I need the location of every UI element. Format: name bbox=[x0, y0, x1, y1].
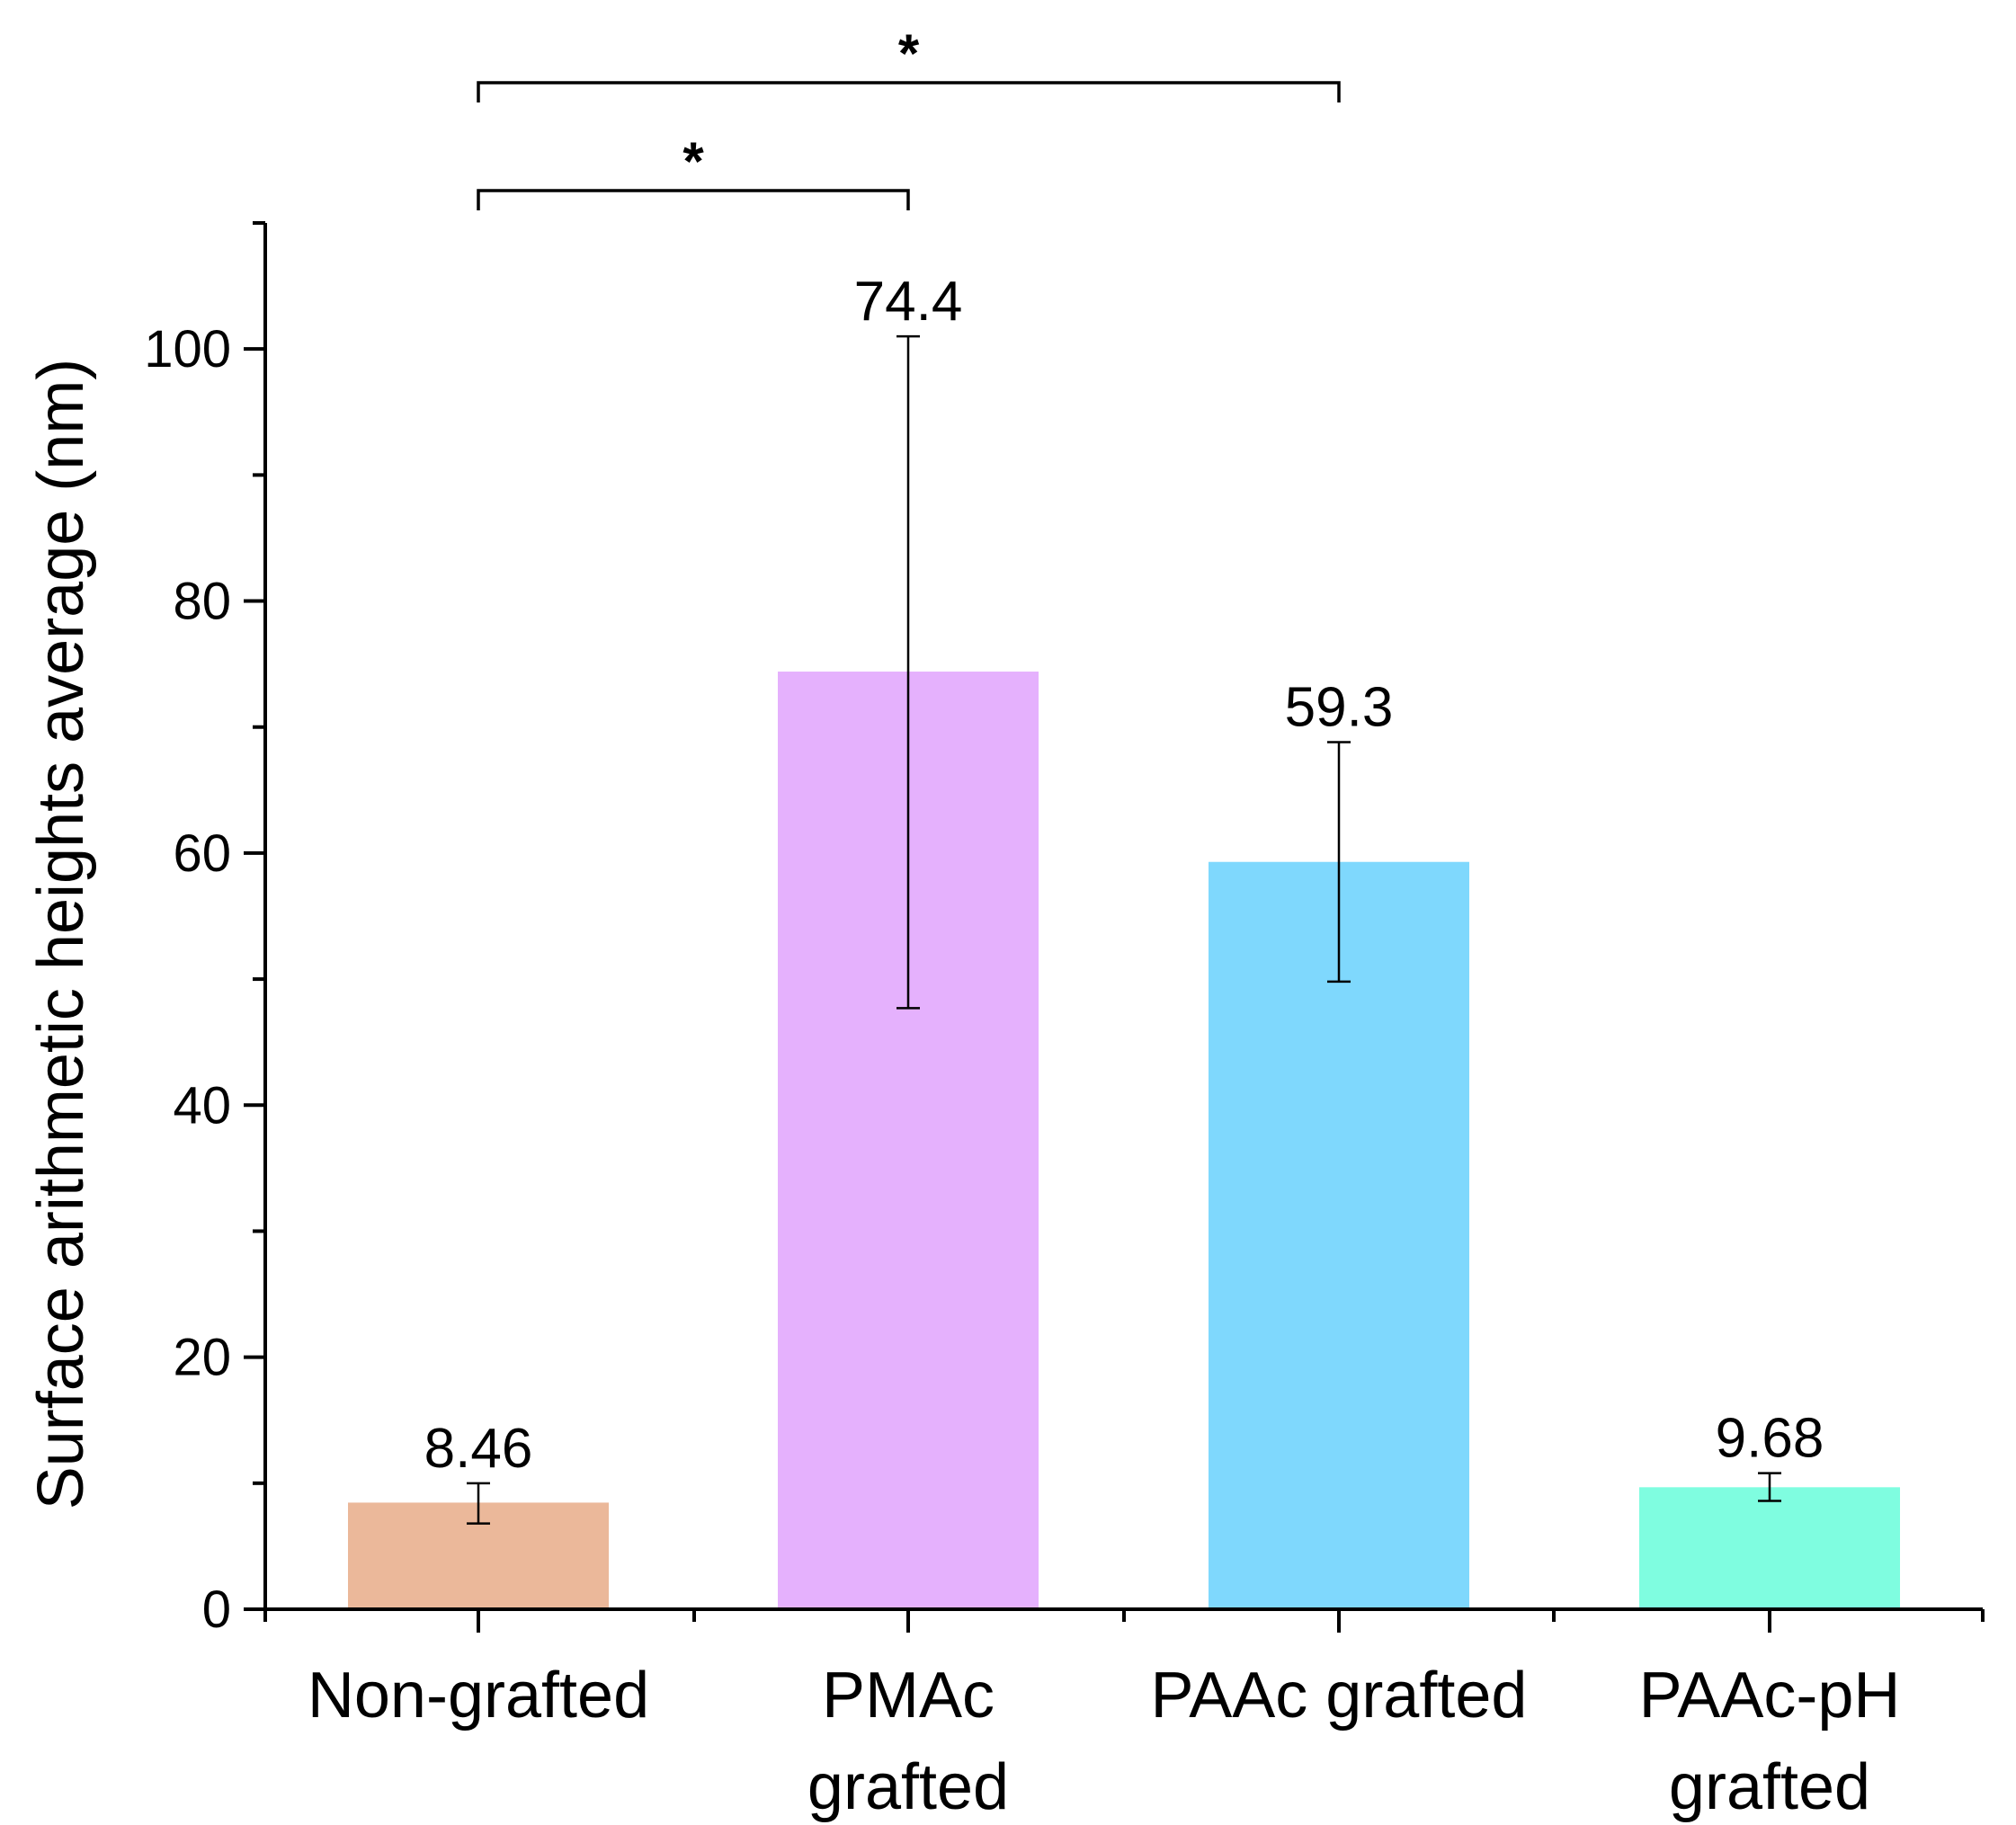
value-label-0: 8.46 bbox=[424, 1418, 533, 1480]
y-tick-label-2: 40 bbox=[173, 1076, 231, 1135]
bar-2 bbox=[1209, 861, 1469, 1609]
y-tick-label-5: 100 bbox=[144, 320, 231, 378]
value-label-1: 74.4 bbox=[854, 271, 963, 333]
category-label-0: Non-grafted bbox=[308, 1660, 649, 1732]
category-label-3-line-0: PAAc-pH bbox=[1639, 1660, 1901, 1732]
bar-3 bbox=[1639, 1487, 1900, 1609]
significance-star-1: * bbox=[898, 23, 920, 84]
category-label-1-line-1: grafted bbox=[807, 1751, 1009, 1823]
y-axis-title: Surface arithmetic heights average (nm) bbox=[25, 359, 97, 1510]
y-tick-label-3: 60 bbox=[173, 824, 231, 883]
significance-bracket-1 bbox=[477, 81, 1341, 102]
y-tick-label-1: 20 bbox=[173, 1329, 231, 1387]
category-label-2: PAAc grafted bbox=[1151, 1660, 1528, 1732]
significance-bracket-0 bbox=[477, 189, 910, 210]
category-label-1-line-0: PMAc bbox=[822, 1660, 995, 1732]
value-label-2: 59.3 bbox=[1285, 677, 1394, 739]
category-label-3-line-1: grafted bbox=[1669, 1751, 1870, 1823]
y-tick-label-0: 0 bbox=[202, 1580, 231, 1639]
y-tick-label-4: 80 bbox=[173, 573, 231, 631]
significance-star-0: * bbox=[682, 131, 704, 191]
value-label-3: 9.68 bbox=[1716, 1408, 1824, 1470]
